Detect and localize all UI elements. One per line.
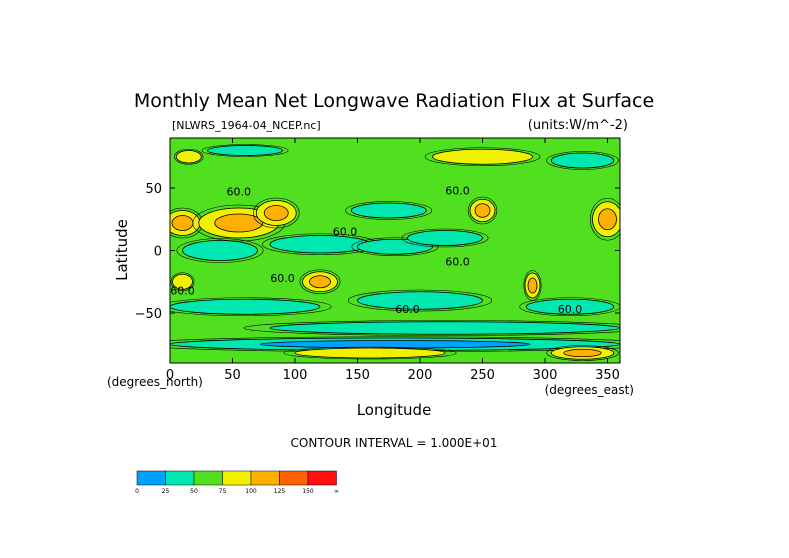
y-axis-label: Latitude <box>113 219 131 281</box>
chart-title: Monthly Mean Net Longwave Radiation Flux… <box>134 90 654 112</box>
contour-feature <box>519 297 620 317</box>
colorbar-label: 125 <box>274 488 286 495</box>
x-axis-label: Longitude <box>357 401 432 419</box>
colorbar-label: 25 <box>162 488 170 495</box>
contour-label: 60.0 <box>170 284 195 297</box>
axes: 0 50 100 150 200 250 300 350 50 0 −50 <box>135 137 621 383</box>
x-unit-label: (degrees_east) <box>545 383 634 397</box>
contour-label: 60.0 <box>445 256 470 269</box>
colorbar-swatch <box>165 470 195 486</box>
x-tick-label: 350 <box>595 368 620 383</box>
colorbar-label: 100 <box>245 488 257 495</box>
contour-label: 60.0 <box>227 186 252 199</box>
x-tick-label: 200 <box>408 368 433 383</box>
contour-label: 60.0 <box>558 303 583 316</box>
contour-feature <box>424 147 541 167</box>
contour-feature <box>170 207 203 239</box>
contour-label: 60.0 <box>270 272 295 285</box>
contour-feature <box>243 320 620 336</box>
contour-interval-text: CONTOUR INTERVAL = 1.000E+01 <box>291 436 498 450</box>
contour-feature <box>176 238 264 263</box>
contour-feature <box>170 297 332 317</box>
contour-feature <box>299 269 341 295</box>
colorbar-label: 150 <box>302 488 314 495</box>
colorbar-swatch <box>222 470 252 486</box>
contour-feature <box>174 148 204 165</box>
contour-feature <box>546 151 619 170</box>
y-tick-label: −50 <box>135 307 162 322</box>
units-label: (units:W/m^-2) <box>528 118 628 133</box>
file-label: [NLWRS_1964-04_NCEP.nc] <box>172 119 321 132</box>
contour-feature <box>345 201 433 220</box>
x-tick-label: 250 <box>470 368 495 383</box>
colorbar-label: 75 <box>219 488 227 495</box>
contour-feature <box>401 228 489 248</box>
plot-area: 60.0 60.0 60.0 60.0 60.0 60.0 60.0 60.0 <box>170 138 620 363</box>
contour-label: 60.0 <box>445 184 470 197</box>
y-tick-label: 50 <box>145 182 162 197</box>
x-tick-label: 100 <box>283 368 308 383</box>
colorbar-swatch <box>136 470 166 486</box>
colorbar-swatch <box>307 470 337 486</box>
contour-feature <box>589 197 620 241</box>
contour-label: 60.0 <box>395 303 420 316</box>
y-tick-label: 0 <box>154 245 162 260</box>
contour-feature <box>170 336 620 353</box>
colorbar-swatch <box>250 470 280 486</box>
x-tick-label: 150 <box>345 368 370 383</box>
x-tick-label: 50 <box>224 368 241 383</box>
colorbar-label: ∞ <box>334 488 339 495</box>
contour-feature <box>201 144 289 157</box>
y-unit-label: (degrees_north) <box>107 375 203 389</box>
colorbar-swatch <box>279 470 309 486</box>
contour-feature <box>467 196 498 225</box>
contour-feature <box>347 289 493 312</box>
contour-feature <box>283 346 457 360</box>
contour-label: 60.0 <box>333 226 358 239</box>
contour-feature <box>192 204 286 242</box>
contour-feature <box>170 272 195 292</box>
contour-feature <box>252 197 300 229</box>
colorbar: 0 25 50 75 100 125 150 ∞ <box>135 470 339 495</box>
contour-feature <box>523 270 542 301</box>
colorbar-swatch <box>193 470 223 486</box>
x-tick-label: 0 <box>166 368 174 383</box>
x-tick-label: 300 <box>533 368 558 383</box>
colorbar-label: 50 <box>190 488 198 495</box>
contour-feature <box>546 345 619 361</box>
colorbar-label: 0 <box>135 488 139 495</box>
